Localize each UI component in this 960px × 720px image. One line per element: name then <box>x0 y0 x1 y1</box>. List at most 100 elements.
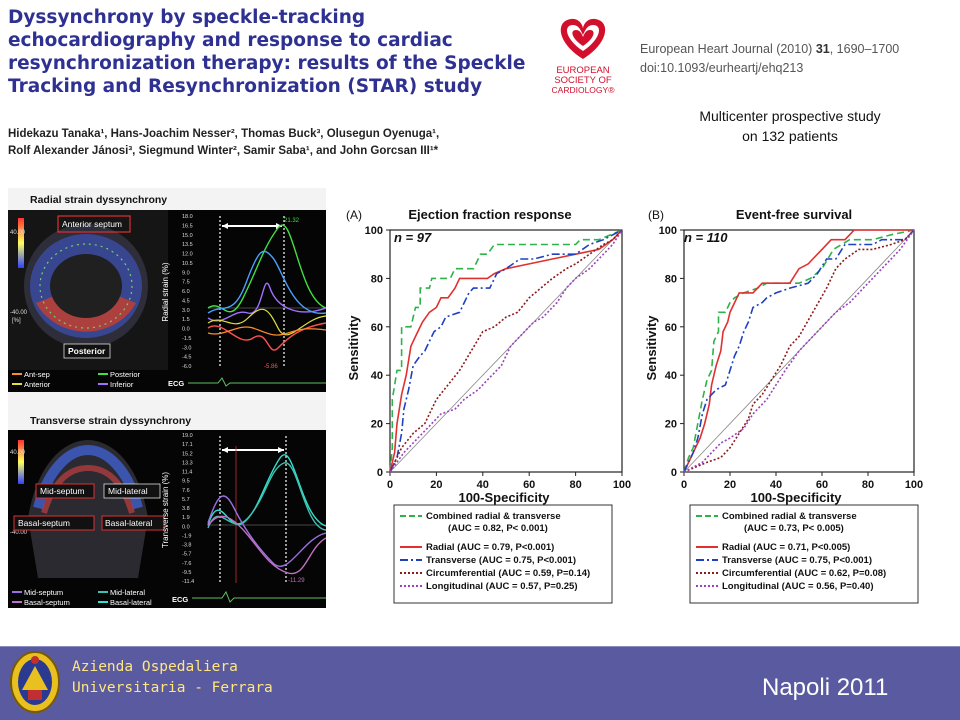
x-tick-label: 80 <box>862 479 874 491</box>
strain-tick-label: 0.0 <box>182 524 190 530</box>
label-mid-septum: Mid-septum <box>40 486 84 496</box>
roc-chart-b: (B) Event-free survival n = 110 Sensitiv… <box>644 207 923 604</box>
strain-tick-label: -1.5 <box>182 336 191 342</box>
roc-chart-a: (A) Ejection fraction response n = 97 Se… <box>346 207 631 604</box>
label-basal-lateral: Basal-lateral <box>105 518 152 528</box>
strain-tick-label: 4.5 <box>182 298 190 304</box>
hospital-crest-icon <box>10 651 60 713</box>
logo-text: EUROPEAN <box>556 65 609 76</box>
y-tick-label: 40 <box>665 370 677 382</box>
journal-volume: 31 <box>815 42 830 56</box>
y-tick-label: 60 <box>665 322 677 334</box>
title-line: resynchronization therapy: results of th… <box>8 53 526 74</box>
footer-bar <box>0 646 960 720</box>
label-anterior-septum: Anterior septum <box>62 219 122 229</box>
roc-series-line <box>389 229 623 473</box>
paper-title: Dyssynchrony by speckle-tracking echocar… <box>8 6 528 98</box>
chart-b-xlabel: 100-Specificity <box>750 490 842 505</box>
legend-anterior: Anterior <box>24 380 51 389</box>
scale-top: 40.00 <box>10 230 26 236</box>
strain-tick-label: -1.9 <box>182 533 191 539</box>
roc-series-line <box>683 229 915 473</box>
legend-a-combined: Combined radial & transverse <box>426 511 561 522</box>
x-tick-label: 100 <box>905 479 923 491</box>
study-note-line: Multicenter prospective study <box>699 108 881 124</box>
legend-b-combined: Combined radial & transverse <box>722 511 857 522</box>
title-line: echocardiography and response to cardiac <box>8 30 453 51</box>
strain-tick-label: 13.3 <box>182 460 193 466</box>
y-tick-label: 20 <box>665 419 677 431</box>
legend-a-longitudinal: Longitudinal (AUC = 0.57, P=0.25) <box>426 581 578 592</box>
radial-strain-plot: Radial strain (%) 18.0 16.5 15.0 13.5 12.0 10… <box>161 214 327 388</box>
transverse-echo-image: 40.00 -40.00 Mid-septum Mid-lateral Basa… <box>10 440 165 578</box>
y-tick-label: 0 <box>671 467 677 479</box>
logo-text: CARDIOLOGY® <box>552 85 616 95</box>
strain-tick-label: 9.5 <box>182 479 190 485</box>
chart-a-n: n = 97 <box>394 230 432 245</box>
logo-text: SOCIETY OF <box>554 75 612 86</box>
chart-a-legend: Combined radial & transverse (AUC = 0.82… <box>393 504 613 604</box>
strain-tick-label: 3.0 <box>182 308 190 314</box>
legend-a-radial: Radial (AUC = 0.79, P<0.001) <box>426 542 554 553</box>
reference-diagonal <box>389 229 623 473</box>
label-posterior: Posterior <box>68 346 106 356</box>
strain-tick-label: -9.5 <box>182 570 191 576</box>
journal-citation: European Heart Journal (2010) 31, 1690–1… <box>640 40 899 78</box>
study-note-line: on 132 patients <box>742 128 838 144</box>
roc-series-line <box>389 229 623 473</box>
transverse-title: Transverse strain dyssynchrony <box>30 415 191 427</box>
strain-tick-label: 1.9 <box>182 515 190 521</box>
chart-a-panel: (A) <box>346 208 362 222</box>
legend-b-radial: Radial (AUC = 0.71, P<0.005) <box>722 542 850 553</box>
chart-a-title: Ejection fraction response <box>408 207 571 222</box>
scale-unit: [%] <box>12 318 21 324</box>
legend-inferior: Inferior <box>110 380 134 389</box>
y-tick-label: 60 <box>371 322 383 334</box>
scale-top-2: 40.00 <box>10 450 26 456</box>
y-tick-label: 40 <box>371 370 383 382</box>
legend-b-combined-auc: (AUC = 0.73, P< 0.005) <box>744 523 844 534</box>
chart-b-title: Event-free survival <box>736 207 852 222</box>
radial-title: Radial strain dyssynchrony <box>30 194 167 206</box>
strain-tick-label: 15.2 <box>182 451 193 457</box>
journal-line: European Heart Journal (2010) 31, 1690–1… <box>640 40 899 59</box>
legend-ant-sep: Ant-sep <box>24 370 50 379</box>
transverse-ticks: 19.0 17.1 15.2 13.3 11.4 9.5 7.6 5.7 3.8 1.9 0.0 -1… <box>182 433 194 585</box>
x-tick-label: 0 <box>681 479 687 491</box>
y-tick-label: 20 <box>371 419 383 431</box>
plot-frame <box>683 229 915 473</box>
transverse-legend: Mid-septum Basal-septum Mid-lateral Basa… <box>12 588 152 607</box>
roc-series-line <box>389 229 623 473</box>
strain-tick-label: 17.1 <box>182 442 193 448</box>
roc-series-line <box>389 229 623 473</box>
strain-tick-label: 1.5 <box>182 317 190 323</box>
city-year: Napoli 2011 <box>762 674 889 701</box>
roc-series-line <box>683 229 915 473</box>
strain-tick-label: -6.0 <box>182 364 191 370</box>
x-tick-label: 40 <box>477 479 489 491</box>
y-tick-label: 100 <box>659 225 677 237</box>
legend-basal-lateral: Basal-lateral <box>110 598 152 607</box>
x-tick-label: 80 <box>569 479 581 491</box>
y-tick-label: 0 <box>377 467 383 479</box>
strain-tick-label: -4.5 <box>182 355 191 361</box>
ecg-label-transverse: ECG <box>172 595 188 604</box>
legend-b-transverse: Transverse (AUC = 0.75, P<0.001) <box>722 555 872 566</box>
legend-a-combined-auc: (AUC = 0.82, P< 0.001) <box>448 523 548 534</box>
y-tick-label: 100 <box>365 225 383 237</box>
radial-ylabel: Radial strain (%) <box>161 262 170 321</box>
chart-a-ylabel: Sensitivity <box>346 315 361 381</box>
strain-tick-label: -5.7 <box>182 552 191 558</box>
journal-pages: , 1690–1700 <box>829 42 900 56</box>
x-tick-label: 100 <box>613 479 631 491</box>
x-tick-label: 40 <box>770 479 782 491</box>
strain-tick-label: 11.4 <box>182 470 192 476</box>
legend-b-circumferential: Circumferential (AUC = 0.62, P=0.08) <box>722 568 886 579</box>
roc-series-line <box>683 229 915 473</box>
legend-a-transverse: Transverse (AUC = 0.75, P<0.001) <box>426 555 576 566</box>
strain-tick-label: 0.0 <box>182 327 190 333</box>
strain-tick-label: -11.4 <box>182 579 194 585</box>
roc-series-line <box>683 229 915 473</box>
x-tick-label: 0 <box>387 479 393 491</box>
legend-posterior: Posterior <box>110 370 141 379</box>
